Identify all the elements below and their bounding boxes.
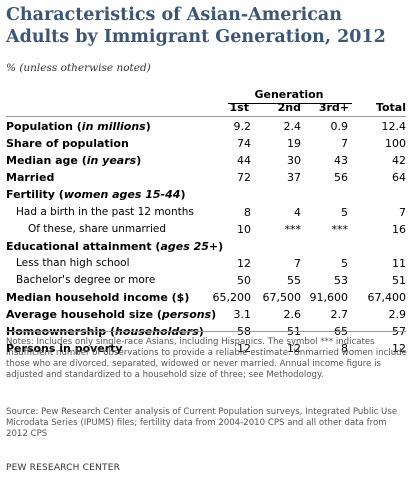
cell-value: 9.2 — [233, 120, 252, 133]
cell-value: 44 — [237, 154, 251, 168]
row-label: Had a birth in the past 12 months — [16, 205, 194, 218]
cell-value: 2.7 — [330, 308, 349, 322]
table-source: Source: Pew Research Center analysis of … — [6, 407, 398, 439]
table-row: Population (in millions) 9.2 2.4 0.9 12.4 — [6, 118, 406, 135]
table-subtitle: % (unless otherwise noted) — [6, 62, 151, 74]
cell-value: 12 — [237, 256, 251, 270]
cell-value: 2.4 — [283, 120, 302, 133]
cell-value: 42 — [392, 154, 406, 168]
cell-value: 7 — [294, 256, 301, 270]
table-row: Educational attainment (ages 25+) — [6, 238, 406, 255]
row-label: Married — [6, 171, 55, 185]
cell-value: 12.4 — [381, 120, 407, 133]
cell-value: 12 — [287, 342, 301, 356]
column-header-1st: 1st — [229, 101, 249, 114]
cell-value: 5 — [341, 256, 348, 270]
cell-value: 0.9 — [330, 120, 349, 133]
table-row: Had a birth in the past 12 months 8 4 5 7 — [6, 204, 406, 221]
cell-value: 74 — [237, 137, 251, 151]
row-label: Median age (in years) — [6, 154, 142, 168]
cell-value: 65,200 — [212, 291, 252, 304]
cell-value: 7 — [341, 137, 348, 151]
table-row: Median household income ($) 65,200 67,500 9… — [6, 289, 406, 306]
cell-value: 8 — [244, 205, 251, 219]
generation-header: Generation — [254, 88, 324, 101]
cell-value: 10 — [237, 222, 251, 236]
column-header-total: Total — [375, 101, 406, 114]
row-label: Of these, share unmarried — [28, 222, 167, 235]
cell-value: *** — [331, 222, 349, 236]
table-row: Average household size (persons) 3.1 2.6 2.… — [6, 306, 406, 323]
cell-value: *** — [284, 222, 302, 236]
table-row: Less than high school 12 7 5 11 — [6, 255, 406, 272]
row-label: Share of population — [6, 137, 129, 151]
cell-value: 11 — [392, 256, 406, 270]
cell-value: 53 — [334, 273, 348, 287]
table-row: Of these, share unmarried 10 *** *** 16 — [6, 221, 406, 238]
cell-value: 4 — [294, 205, 301, 219]
row-label: Educational attainment (ages 25+) — [6, 239, 224, 253]
cell-value: 51 — [392, 273, 406, 287]
table-row: Median age (in years) 44 30 43 42 — [6, 152, 406, 169]
cell-value: 72 — [237, 171, 251, 185]
row-label: Less than high school — [16, 256, 130, 269]
header-divider — [6, 116, 406, 117]
page-title: Characteristics of Asian-American Adults… — [6, 5, 386, 47]
cell-value: 37 — [287, 171, 301, 185]
cell-value: 67,500 — [262, 291, 302, 304]
row-label: Bachelor's degree or more — [16, 273, 156, 286]
cell-value: 5 — [341, 205, 348, 219]
column-header-3rd: 3rd+ — [318, 101, 349, 114]
table-row: Share of population 74 19 7 100 — [6, 135, 406, 152]
cell-value: 67,400 — [367, 291, 407, 304]
cell-value: 19 — [287, 137, 301, 151]
cell-value: 91,600 — [309, 291, 349, 304]
table-row: Persons in poverty 12 12 8 12 — [6, 340, 406, 357]
cell-value: 3.1 — [233, 308, 252, 322]
cell-value: 12 — [237, 342, 251, 356]
row-label: Average household size (persons) — [6, 308, 217, 322]
cell-value: 50 — [237, 273, 251, 287]
cell-value: 64 — [392, 171, 406, 185]
generation-underline — [228, 103, 352, 104]
cell-value: 30 — [287, 154, 301, 168]
table-bottom-divider — [6, 331, 406, 332]
cell-value: 2.9 — [388, 308, 407, 322]
row-label: Fertility (women ages 15-44) — [6, 188, 186, 202]
table-row: Fertility (women ages 15-44) — [6, 186, 406, 203]
cell-value: 56 — [334, 171, 348, 185]
cell-value: 2.6 — [283, 308, 302, 322]
table-notes: Notes: Includes only single-race Asians,… — [6, 337, 407, 380]
row-label: Median household income ($) — [6, 291, 190, 304]
publisher-footer: PEW RESEARCH CENTER — [6, 463, 121, 473]
cell-value: 12 — [392, 342, 406, 356]
cell-value: 7 — [399, 205, 406, 219]
table-row: Bachelor's degree or more 50 55 53 51 — [6, 272, 406, 289]
cell-value: 43 — [334, 154, 348, 168]
cell-value: 8 — [341, 342, 348, 356]
row-label: Population (in millions) — [6, 120, 151, 133]
table-row: Married 72 37 56 64 — [6, 169, 406, 186]
cell-value: 55 — [287, 273, 301, 287]
column-header-2nd: 2nd — [277, 101, 301, 114]
cell-value: 100 — [385, 137, 406, 151]
row-label: Persons in poverty — [6, 342, 123, 356]
cell-value: 16 — [392, 222, 406, 236]
